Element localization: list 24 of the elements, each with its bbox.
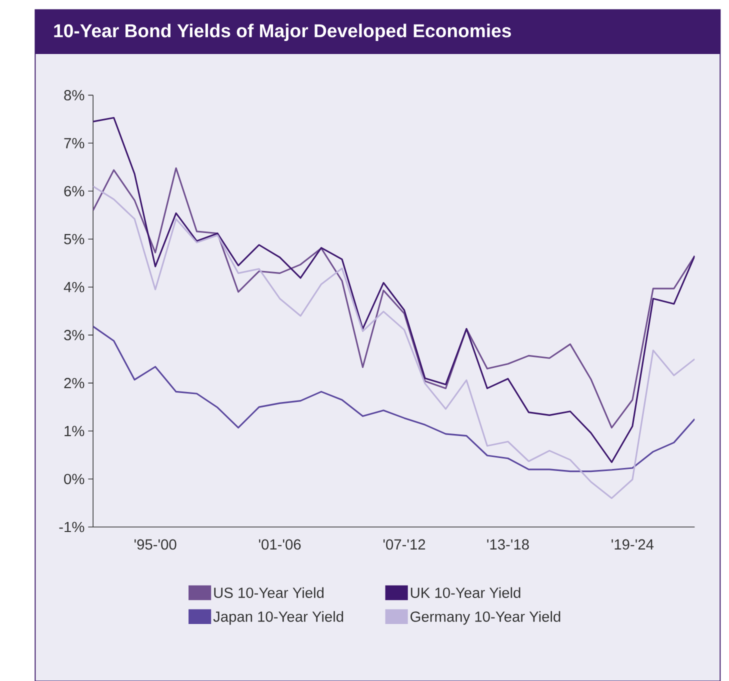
x-tick-label: '13-'18 [487, 539, 529, 550]
y-tick-label: 7% [64, 138, 84, 148]
legend-label: UK 10-Year Yield [410, 587, 520, 598]
line-series [93, 116, 695, 463]
line-series [93, 186, 695, 499]
y-tick-label: 4% [64, 282, 84, 292]
legend-label: US 10-Year Yield [214, 587, 324, 598]
y-tick-label: 2% [64, 378, 84, 388]
y-tick-label: 8% [64, 90, 84, 100]
x-tick-label: '19-'24 [612, 539, 654, 550]
legend-label: Germany 10-Year Yield [410, 611, 560, 625]
chart-title: 10-Year Bond Yields of Major Developed Economies [54, 24, 511, 41]
x-tick-label: '01-'06 [258, 539, 301, 550]
line-series [93, 167, 695, 428]
line-series [93, 326, 695, 472]
legend-label: Japan 10-Year Yield [213, 611, 344, 625]
y-tick-label: 1% [64, 426, 84, 436]
y-tick-label: 0% [64, 474, 84, 484]
x-tick-label: '95-'00 [134, 539, 176, 550]
y-tick-label: 5% [64, 234, 84, 244]
y-tick-label: 6% [64, 186, 84, 196]
x-tick-label: '07-'12 [383, 539, 426, 550]
y-tick-label: -1% [59, 522, 84, 532]
y-tick-label: 3% [64, 330, 84, 340]
